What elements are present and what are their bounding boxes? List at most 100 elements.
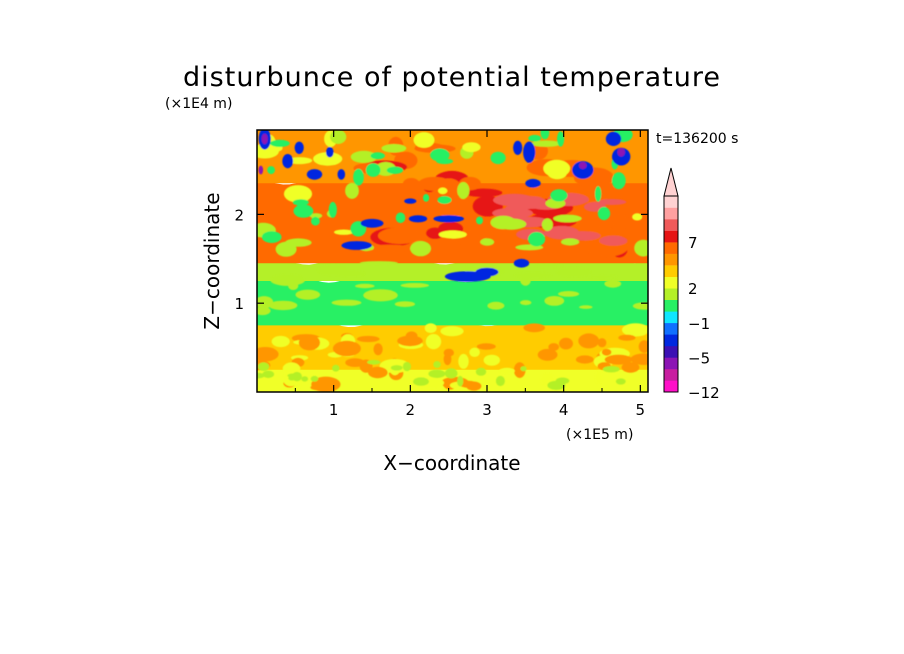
anomaly-blob [495,375,505,387]
anomaly-blob [368,366,388,379]
anomaly-blob [330,130,347,144]
anomaly-blob [326,146,334,158]
anomaly-blob [355,283,375,289]
colorbar-swatch [664,288,678,300]
anomaly-blob [400,283,430,288]
anomaly-blob [487,301,505,310]
anomaly-blob [475,367,487,376]
anomaly-blob [309,213,323,219]
colorbar-swatch [664,219,678,231]
anomaly-blob [373,343,383,356]
anomaly-blob [402,178,420,190]
y-tick-label: 2 [234,206,244,224]
x-tick-label: 5 [636,401,646,419]
anomaly-blob [430,148,450,162]
anomaly-blob [528,134,542,142]
colorbar-swatch [664,334,678,347]
anomaly-blob [294,141,304,154]
chart-title: disturbunce of potential temperature [183,62,721,93]
anomaly-blob [513,362,526,378]
colorbar-tick-label: −12 [688,384,720,402]
anomaly-blob [405,331,418,341]
anomaly-blob [359,261,398,265]
anomaly-blob [638,340,648,353]
anomaly-blob [367,360,381,365]
colorbar-frame [663,195,679,393]
anomaly-blob [541,218,553,231]
x-tick-label: 4 [559,401,569,419]
anomaly-blob [344,300,359,306]
x-scale-label: (×1E5 m) [566,427,633,443]
anomaly-blob [410,240,432,257]
anomaly-blob [557,131,565,147]
anomaly-blob [579,305,593,309]
anomaly-blob [594,186,602,202]
anomaly-blob [381,144,407,153]
colorbar-swatch [664,357,678,370]
anomaly-blob [271,335,290,348]
colorbar-tick-label: −5 [688,349,710,367]
y-tick-label: 1 [234,295,244,313]
anomaly-blob [298,334,320,351]
anomaly-blob [292,199,309,206]
anomaly-blob [611,172,626,190]
anomaly-blob [547,380,566,390]
anomaly-blob [621,323,648,337]
anomaly-blob [310,375,319,382]
anomaly-blob [632,302,648,310]
anomaly-blob [257,347,279,362]
anomaly-blob [438,187,448,195]
anomaly-blob [443,353,452,366]
anomaly-blob [408,215,428,223]
anomaly-blob [513,272,553,279]
colorbar-swatch [664,368,678,381]
anomaly-blob [548,343,560,351]
anomaly-blob [295,289,321,300]
anomaly-blob [520,275,531,286]
anomaly-blob [394,301,415,307]
anomaly-blob [261,133,268,145]
anomaly-blob [257,306,271,316]
anomaly-blob [436,158,454,165]
plot-area [257,130,648,392]
anomaly-blob [370,152,385,160]
anomaly-blob [287,373,299,378]
colorbar-swatch [664,253,678,266]
anomaly-blob [413,132,435,148]
anomaly-blob [572,161,594,179]
anomaly-blob [469,347,480,357]
anomaly-blob [350,150,377,163]
anomaly-blob [424,323,437,333]
anomaly-blob [457,375,464,387]
anomaly-blob [328,201,337,218]
anomaly-blob [537,348,558,361]
anomaly-blob [523,141,536,163]
colorbar-swatch [664,196,678,208]
anomaly-blob [540,130,550,140]
anomaly-blob [425,334,442,350]
anomaly-blob [560,238,580,246]
y-scale-label: (×1E4 m) [165,96,232,112]
anomaly-blob [525,178,541,188]
anomaly-blob [282,362,301,375]
anomaly-blob [612,147,631,166]
colorbar-swatch [664,242,678,254]
anomaly-blob [332,364,340,372]
anomaly-blob [345,182,359,199]
colorbar-swatch [664,345,678,358]
anomaly-blob [559,337,573,350]
anomaly-blob [285,238,312,247]
anomaly-blob [258,165,264,175]
anomaly-blob [562,231,601,241]
anomaly-blob [597,338,607,348]
contour-layer [257,270,648,326]
anomaly-blob [310,384,333,391]
anomaly-blob [605,131,622,146]
anomaly-blob [416,180,435,188]
anomaly-blob [353,168,364,186]
colorbar-swatch [664,207,678,220]
anomaly-blob [386,166,404,174]
anomaly-blob [306,169,323,180]
anomaly-blob [283,185,313,203]
colorbar-swatch [664,299,678,312]
